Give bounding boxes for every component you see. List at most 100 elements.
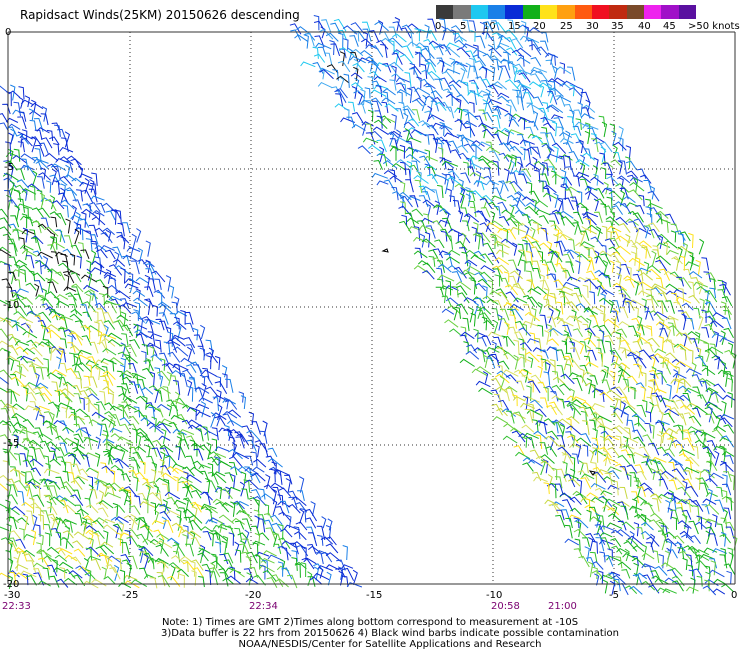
wind-barb	[204, 569, 212, 586]
wind-barb	[446, 42, 460, 48]
wind-barb	[712, 513, 718, 528]
wind-barb	[672, 372, 687, 379]
wind-barb	[139, 546, 154, 557]
wind-barb	[131, 373, 140, 388]
wind-barb	[72, 574, 86, 587]
wind-barb	[212, 498, 228, 507]
wind-barb	[586, 259, 595, 271]
wind-barb	[0, 318, 14, 329]
wind-barb	[391, 162, 407, 171]
wind-barb	[134, 517, 141, 531]
wind-barb	[445, 285, 459, 291]
wind-barb	[567, 403, 582, 416]
wind-barb	[679, 448, 695, 456]
wind-barb	[181, 529, 194, 537]
wind-barb	[612, 144, 618, 159]
wind-barb	[585, 406, 597, 419]
wind-barb	[21, 249, 38, 257]
wind-barb	[130, 260, 140, 275]
wind-barb	[553, 117, 565, 130]
wind-barb	[51, 314, 66, 322]
wind-barb	[600, 368, 615, 380]
wind-barb	[122, 256, 131, 266]
wind-barb	[59, 146, 74, 153]
wind-barb	[19, 244, 34, 251]
wind-barb	[145, 259, 151, 274]
wind-barb	[706, 451, 712, 467]
wind-barb	[623, 385, 638, 392]
wind-barb	[615, 216, 628, 226]
wind-barb	[492, 268, 503, 282]
wind-barb	[530, 69, 544, 75]
wind-barb	[367, 76, 374, 89]
wind-barb	[84, 326, 91, 340]
wind-barb	[539, 259, 550, 272]
wind-barb	[676, 507, 687, 519]
wind-barb	[460, 326, 467, 338]
wind-barb	[648, 310, 664, 322]
wind-barb	[192, 460, 205, 469]
wind-barb	[242, 538, 252, 549]
wind-barb	[629, 176, 643, 183]
wind-barb	[422, 262, 436, 274]
wind-barb	[550, 223, 563, 233]
wind-barb	[122, 222, 131, 234]
wind-barb	[498, 180, 504, 194]
wind-barb	[34, 392, 46, 402]
wind-barb	[479, 197, 493, 209]
wind-barb	[585, 345, 591, 361]
wind-barb	[81, 517, 88, 532]
wind-barb	[646, 536, 660, 547]
wind-barb	[501, 389, 510, 402]
wind-barb	[288, 496, 298, 509]
wind-barb	[52, 165, 61, 179]
wind-barb	[138, 517, 148, 529]
wind-barb	[31, 136, 37, 153]
wind-barb	[101, 202, 117, 213]
wind-barb	[649, 373, 656, 386]
wind-barb	[444, 47, 461, 58]
wind-barb	[372, 63, 378, 79]
wind-barb	[152, 304, 159, 317]
wind-barb	[146, 342, 161, 350]
wind-barb	[400, 27, 412, 39]
wind-barb	[94, 302, 108, 314]
wind-barb	[218, 514, 235, 524]
wind-barb	[680, 332, 693, 345]
wind-barb	[371, 172, 388, 179]
wind-barb	[478, 122, 494, 130]
wind-barb	[121, 383, 130, 394]
wind-barb	[699, 298, 705, 314]
wind-barb	[124, 486, 138, 498]
wind-barb	[486, 298, 499, 305]
wind-barb	[645, 288, 653, 304]
wind-barb	[617, 520, 627, 531]
wind-barb	[713, 383, 726, 393]
wind-barb	[83, 375, 91, 386]
wind-barb	[685, 456, 700, 467]
wind-barb	[162, 499, 168, 514]
wind-barb	[709, 472, 724, 480]
wind-barb	[608, 190, 624, 201]
wind-barb	[610, 317, 617, 331]
wind-barb	[55, 435, 68, 445]
wind-barb	[525, 126, 535, 139]
wind-barb	[6, 494, 19, 505]
wind-barb	[610, 386, 623, 396]
wind-barb	[632, 545, 645, 553]
wind-barb	[142, 395, 148, 410]
wind-barb	[7, 123, 21, 130]
wind-barb	[661, 533, 667, 551]
wind-barb	[580, 241, 595, 248]
wind-barb	[87, 555, 102, 561]
wind-barb	[173, 499, 187, 505]
wind-barb	[381, 97, 396, 105]
wind-barb	[470, 312, 476, 327]
wind-barb	[473, 301, 479, 315]
wind-barb	[707, 388, 713, 403]
wind-barb	[128, 456, 141, 469]
wind-barb	[38, 311, 52, 323]
wind-barb	[414, 51, 429, 63]
wind-barb	[373, 159, 383, 170]
wind-barb	[634, 257, 641, 272]
